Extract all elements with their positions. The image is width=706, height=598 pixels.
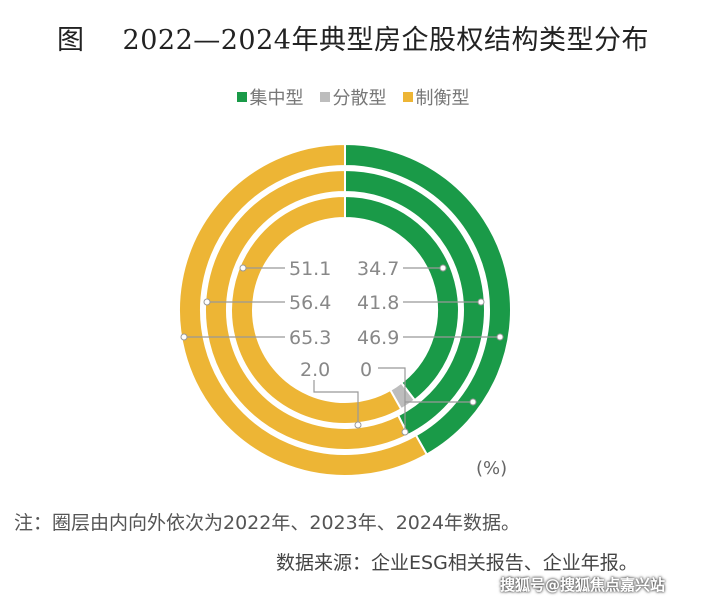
legend-swatch — [319, 92, 330, 102]
leader-line — [313, 380, 359, 425]
ring-segment-2023-2 — [204, 168, 410, 451]
legend-item-dispersed: 分散型 — [319, 84, 387, 110]
data-label: 46.9 — [357, 327, 399, 349]
data-label: 56.4 — [289, 292, 331, 314]
ring-segment-2022-2 — [230, 194, 403, 425]
data-label: 51.1 — [289, 258, 331, 280]
leader-dot — [180, 333, 188, 341]
legend-label: 集中型 — [249, 88, 304, 109]
data-label: 41.8 — [357, 292, 399, 314]
chart-title: 图 2022—2024年典型房企股权结构类型分布 — [0, 18, 706, 57]
leader-dot — [496, 333, 504, 341]
watermark: 搜狐号@搜狐焦点嘉兴站 — [500, 576, 666, 594]
leader-dot — [477, 298, 485, 306]
figure-prefix: 图 — [57, 25, 85, 56]
leader-dot — [401, 428, 409, 436]
legend-label: 分散型 — [332, 88, 387, 109]
leader-dot — [439, 264, 447, 272]
legend-item-concentrated: 集中型 — [236, 84, 304, 110]
data-label: 2.0 — [300, 359, 330, 381]
data-source: 数据来源：企业ESG相关报告、企业年报。 — [276, 552, 638, 574]
legend-swatch — [236, 92, 247, 102]
legend: 集中型 分散型 制衡型 — [0, 84, 706, 110]
leader-dot — [354, 421, 362, 429]
unit-label: (%) — [476, 458, 508, 479]
leader-dot — [239, 264, 247, 272]
title-text: 2022—2024年典型房企股权结构类型分布 — [122, 25, 649, 56]
footnote: 注：圈层由内向外依次为2022年、2023年、2024年数据。 — [14, 512, 521, 534]
data-label: 65.3 — [289, 327, 331, 349]
leader-dot — [203, 298, 211, 306]
data-label: 0 — [360, 359, 372, 381]
leader-line — [378, 367, 406, 432]
legend-item-balanced: 制衡型 — [402, 84, 470, 110]
ring-segment-2024-2 — [178, 142, 429, 477]
leader-dot — [469, 398, 477, 406]
legend-swatch — [402, 92, 413, 102]
legend-label: 制衡型 — [415, 88, 470, 109]
data-label: 34.7 — [357, 258, 399, 280]
